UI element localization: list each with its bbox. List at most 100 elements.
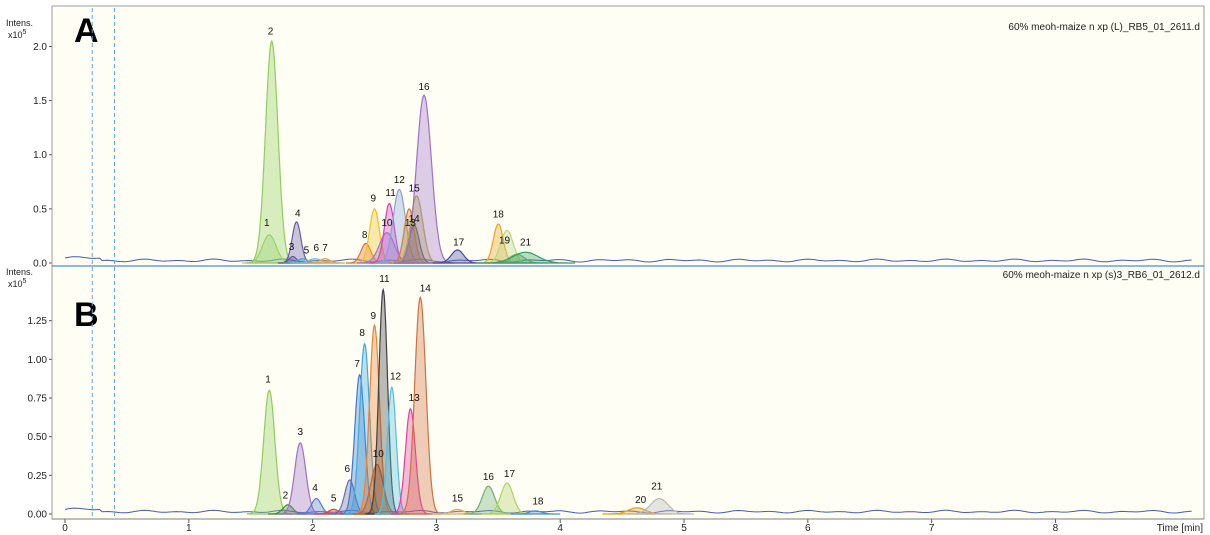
peak-19 xyxy=(482,229,532,264)
peak-label-19: 19 xyxy=(499,236,511,247)
peak-label-14: 14 xyxy=(420,283,432,294)
peak-label-18: 18 xyxy=(493,210,505,221)
peak-label-8: 8 xyxy=(359,328,365,339)
panel-a-y-ticks: 0.0 0.5 1.0 1.5 2.0 xyxy=(33,42,52,270)
peak-label-11: 11 xyxy=(385,188,396,199)
panel-b-y-axis-label: Intens. xyxy=(6,267,33,277)
panel-b-chromatogram: Intens. x105 B 60% meoh-maize n xp (s)3_… xyxy=(6,267,1204,521)
panel-b-peaks xyxy=(64,287,1192,515)
peak-label-4: 4 xyxy=(295,208,301,219)
peak-label-3: 3 xyxy=(297,427,303,438)
figure-frame xyxy=(51,5,1205,520)
peak-14 xyxy=(397,295,443,515)
peak-18 xyxy=(510,510,561,515)
y-tick-label: 0.25 xyxy=(28,471,48,482)
x-tick-label: 3 xyxy=(434,523,440,534)
peak-label-8: 8 xyxy=(362,230,368,241)
peak-21 xyxy=(624,497,694,515)
panel-a-peaks xyxy=(64,39,1192,264)
peak-15 xyxy=(391,195,442,264)
panel-a-chromatogram: Intens. x105 A 60% meoh-maize n xp (L)_R… xyxy=(6,6,1204,270)
peak-label-17: 17 xyxy=(453,238,465,249)
peak-label-3: 3 xyxy=(289,242,295,253)
peak-label-2: 2 xyxy=(268,27,274,38)
x-tick-label: 7 xyxy=(929,523,935,534)
peak-label-15: 15 xyxy=(452,494,464,505)
panel-a-letter: A xyxy=(74,12,99,50)
y-tick-label: 0.5 xyxy=(33,204,47,215)
peak-18 xyxy=(478,223,519,264)
peak-label-1: 1 xyxy=(265,375,271,386)
y-tick-label: 0.50 xyxy=(28,432,48,443)
peak-label-16: 16 xyxy=(418,82,430,93)
peak-3 xyxy=(277,442,323,515)
peak-2 xyxy=(246,39,297,264)
y-tick-label: 1.0 xyxy=(33,150,47,161)
y-tick-label: 1.00 xyxy=(28,355,48,366)
peak-label-21: 21 xyxy=(520,238,532,249)
peak-label-15: 15 xyxy=(409,184,421,195)
peak-label-17: 17 xyxy=(504,469,516,480)
peak-13 xyxy=(389,208,429,264)
peak-label-18: 18 xyxy=(532,497,544,508)
peak-label-7: 7 xyxy=(354,359,360,370)
peak-label-6: 6 xyxy=(314,243,320,254)
peak-label-4: 4 xyxy=(312,483,318,494)
peak-label-13: 13 xyxy=(409,393,421,404)
peak-label-12: 12 xyxy=(390,371,402,382)
y-tick-label: 1.25 xyxy=(28,316,48,327)
peak-label-13: 13 xyxy=(405,218,417,229)
x-axis-label: Time [min] xyxy=(1157,523,1204,534)
peak-label-1: 1 xyxy=(264,218,270,229)
peak-label-16: 16 xyxy=(483,472,495,483)
peak-label-12: 12 xyxy=(394,175,406,186)
panel-a-y-axis-label: Intens. xyxy=(6,18,33,28)
peak-9 xyxy=(354,208,395,264)
panel-b-file-label: 60% meoh-maize n xp (s)3_RB6_01_2612.d xyxy=(1003,270,1200,281)
y-tick-label: 0.0 xyxy=(33,259,47,270)
peak-label-21: 21 xyxy=(651,481,663,492)
peak-label-9: 9 xyxy=(370,311,376,322)
y-tick-label: 1.5 xyxy=(33,96,47,107)
peak-label-7: 7 xyxy=(322,243,328,254)
x-tick-label: 0 xyxy=(62,523,68,534)
peak-label-11: 11 xyxy=(379,274,390,285)
y-tick-label: 2.0 xyxy=(33,42,47,53)
peak-12 xyxy=(374,188,424,264)
peak-1 xyxy=(246,389,292,515)
x-tick-label: 5 xyxy=(681,523,687,534)
peak-label-9: 9 xyxy=(370,193,376,204)
peak-7 xyxy=(305,258,345,264)
peak-label-14: 14 xyxy=(409,214,421,225)
peak-label-20: 20 xyxy=(635,495,647,506)
dashed-marker-lines xyxy=(91,8,116,518)
x-tick-label: 6 xyxy=(805,523,811,534)
panel-b-plot-background xyxy=(52,267,1204,519)
peak-label-5: 5 xyxy=(331,494,337,505)
peak-11 xyxy=(365,287,401,515)
peak-4 xyxy=(279,221,314,264)
x-axis-ticks: 0 1 2 3 4 5 6 7 8 xyxy=(62,519,1059,534)
panel-a-file-label: 60% meoh-maize n xp (L)_RB5_01_2611.d xyxy=(1008,22,1200,33)
peak-16 xyxy=(393,94,455,264)
x-tick-label: 2 xyxy=(310,523,316,534)
peak-8 xyxy=(344,342,385,515)
peak-label-6: 6 xyxy=(344,464,350,475)
panel-b-y-ticks: 0.00 0.25 0.50 0.75 1.00 1.25 xyxy=(28,316,52,521)
peak-21 xyxy=(476,251,576,264)
peak-17 xyxy=(432,249,483,264)
panel-b-y-axis-multiplier: x105 xyxy=(8,278,27,289)
peak-label-10: 10 xyxy=(373,449,385,460)
peak-label-10: 10 xyxy=(381,218,393,229)
x-tick-label: 1 xyxy=(186,523,192,534)
y-tick-label: 0.75 xyxy=(28,394,48,405)
x-tick-label: 4 xyxy=(557,523,563,534)
panel-a-y-axis-multiplier: x105 xyxy=(8,29,27,40)
x-tick-label: 8 xyxy=(1053,523,1059,534)
y-tick-label: 0.00 xyxy=(28,510,48,521)
peak-11 xyxy=(369,202,410,264)
x-axis: 0 1 2 3 4 5 6 7 8 Time [min] xyxy=(52,518,1204,534)
peak-label-5: 5 xyxy=(304,245,310,256)
